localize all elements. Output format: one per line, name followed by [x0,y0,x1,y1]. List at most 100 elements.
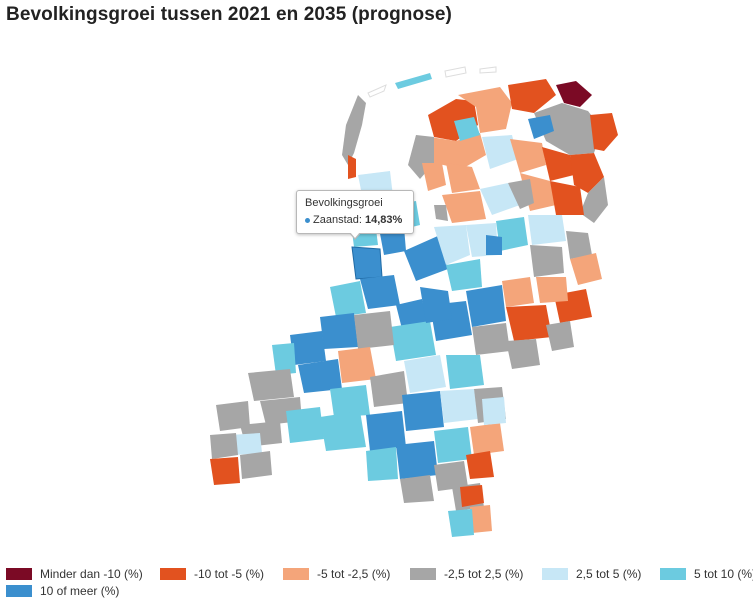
region-roermond [466,451,494,479]
region-tilburg [366,411,406,451]
region-venlo [470,423,504,455]
region-nijmegen [446,355,484,389]
region-lelystad [434,225,470,265]
region-zwolle [496,217,528,251]
legend-swatch [6,568,32,580]
region-kempen [366,447,398,481]
region-groningen-east [534,103,602,155]
region-amersfoort [420,287,452,323]
region-apeldoorn [466,285,506,327]
region-friesland-east [482,135,518,169]
region-zaanstad [351,246,383,280]
region-ameland [444,66,467,78]
region-twente-north [570,253,602,285]
legend-swatch [283,568,309,580]
region-sneek [422,163,446,191]
region-raalte [530,245,564,277]
tooltip-arrow-inner [350,232,360,238]
region-breda [320,411,366,451]
legend: Minder dan -10 (%) -10 tot -5 (%) -5 tot… [0,562,753,602]
netherlands-map[interactable] [190,55,620,545]
region-heerlen [470,505,492,533]
region-terschelling [395,73,432,89]
region-zeeuws-vlaanderen-east [210,457,240,485]
region-vechtdal [566,231,592,259]
region-texel [342,95,366,165]
region-venray [482,397,506,425]
region-amsterdam [360,275,400,309]
region-bergen-op-zoom [286,407,324,443]
region-groningen-city [528,115,554,139]
region-utrecht [390,321,436,361]
region-oldambt [590,113,618,151]
tooltip-heading: Bevolkingsgroei [305,197,383,209]
legend-label: 2,5 tot 5 (%) [576,567,642,581]
region-middelburg [230,433,262,455]
region-achterhoek [506,305,552,341]
region-rotterdam [298,359,342,393]
region-doetinchem [506,339,540,369]
legend-label: 10 of meer (%) [40,584,120,598]
region-weert [434,461,468,491]
region-dordrecht [330,385,370,417]
region-eindhoven [396,441,438,479]
legend-label: -5 tot -2,5 (%) [317,567,391,581]
region-leiden [320,313,358,349]
legend-label: 5 tot 10 (%) [694,567,753,581]
region-hulst [240,451,272,479]
legend-label: Minder dan -10 (%) [40,567,143,581]
region-hoogeveen [550,181,584,215]
region-alphen [354,311,394,349]
legend-swatch [660,568,686,580]
region-steenwijk [480,183,520,215]
region-den-haag [290,331,326,365]
legend-label: -10 tot -5 (%) [194,567,265,581]
region-schiermonnikoog [479,66,497,74]
region-hardenberg [528,215,566,245]
region-noordoostpolder [442,191,486,223]
region-valkenswaard [400,475,434,503]
region-gouda [338,347,376,383]
region-helmond [434,427,472,463]
region-groningen-west [508,79,556,113]
region-vlieland [367,84,387,98]
region-den-bosch [402,391,444,431]
region-drenthe-east [570,153,604,193]
region-arnhem [472,323,510,355]
tooltip-municipality: Zaanstad [313,214,359,226]
region-delfzijl [556,81,592,107]
region-gorinchem [370,371,408,407]
legend-swatch [160,568,186,580]
region-voorne [248,369,294,401]
region-heerenveen [446,163,480,193]
map-tooltip: Bevolkingsgroei Zaanstad: 14,83% [296,190,414,240]
region-urk [434,205,448,221]
region-meppel [508,179,534,209]
tooltip-value: 14,83% [365,214,403,226]
region-zeeuws-vlaanderen-west [210,433,238,459]
region-deventer [502,277,534,307]
region-drenthe-north [510,139,546,173]
region-leeuwarden [454,117,480,141]
region-westland [272,343,296,375]
legend-swatch [410,568,436,580]
region-zeewolde [446,259,482,291]
region-oss [440,389,478,423]
region-friesland-central [458,87,512,133]
region-almere [404,235,448,281]
region-haarlem [330,281,366,317]
region-hengelo [536,277,568,303]
legend-swatch [6,585,32,597]
region-emmen [580,177,608,223]
legend-swatch [542,568,568,580]
region-kampen [486,235,502,255]
region-tiel [404,355,446,393]
region-friesland-mid [430,133,486,169]
region-hilversum [396,299,428,329]
legend-label: -2,5 tot 2,5 (%) [444,567,524,581]
chart-title: Bevolkingsgroei tussen 2021 en 2035 (pro… [6,4,452,25]
region-parkstad [460,485,484,507]
region-walcheren [216,401,250,431]
region-den-helder [348,155,356,179]
region-maastricht [448,509,474,537]
